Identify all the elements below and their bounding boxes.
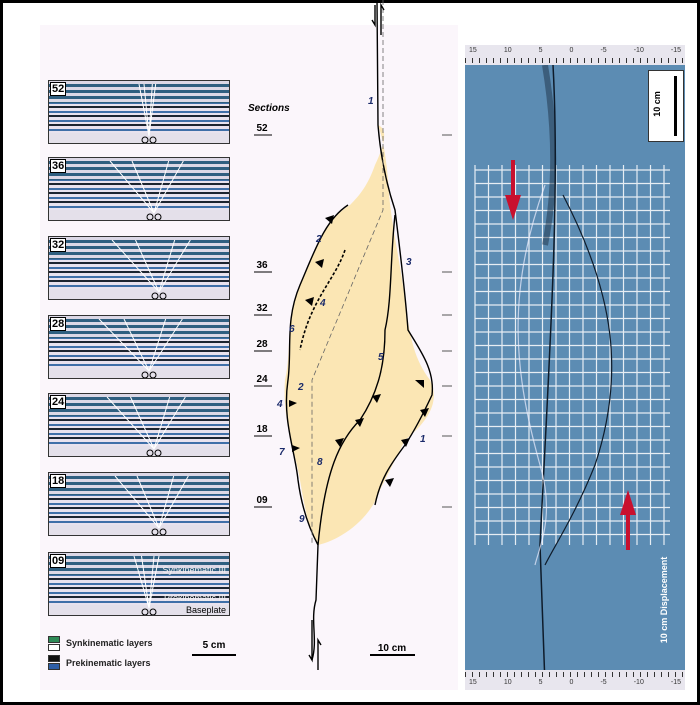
fault-label: 9 [299, 514, 305, 525]
synkinematic-layers [49, 473, 229, 495]
photo-overlay [474, 64, 670, 686]
fault-traces [133, 555, 160, 615]
baseplate [49, 368, 229, 378]
synkinematic-layers [49, 553, 229, 575]
cross-section-24: 24 [48, 393, 230, 457]
baseplate [49, 210, 229, 220]
thrust-triangles [289, 215, 429, 487]
experiment-photo: 15 10 5 0 -5 -10 -15 15 10 5 0 -5 -10 -15 10 cm 10 c… [465, 45, 685, 690]
fault-map-diagram: 1 2 3 4 5 6 2 4 7 8 1 9 Sections 52 36 32 2… [248, 0, 452, 670]
fault-label: 8 [317, 457, 323, 468]
legend-swatch-synkinematic-green [48, 636, 60, 643]
ruler-tick-label: -5 [600, 47, 607, 54]
fault-traces [138, 83, 157, 143]
baseplate [49, 605, 229, 615]
fault-traces [109, 160, 184, 220]
fault-label: 6 [289, 324, 295, 335]
red-displacement-arrows [505, 160, 636, 550]
ruler-tick-label: 15 [469, 47, 477, 54]
synkinematic-layers [49, 316, 229, 338]
section-number: 36 [50, 159, 67, 173]
synkinematic-layers [49, 81, 229, 103]
ruler-tick-label: 5 [538, 679, 543, 686]
photo-scale-box: 10 cm [648, 70, 684, 142]
baseplate [49, 525, 229, 535]
ruler-bottom: 15 10 5 0 -5 -10 -15 [465, 670, 685, 690]
fault-label: 2 [297, 382, 304, 393]
cross-section-28: 28 [48, 315, 230, 379]
fault-label: 1 [368, 96, 374, 107]
cross-section-36: 36 [48, 157, 230, 221]
ruler-tick-label: -15 [670, 679, 681, 686]
photo-scale-label: 10 cm [652, 91, 662, 117]
section-number: 18 [50, 474, 67, 488]
deformation-zone [284, 125, 434, 545]
photo-scale-bar [674, 76, 677, 136]
synkinematic-label: Synkinematic III [162, 565, 226, 575]
fault-label: 3 [406, 257, 412, 268]
section-scale-bar: 5 cm [192, 640, 236, 667]
grid-lines [474, 165, 670, 545]
strike-slip-arrows [308, 2, 385, 670]
map-scale-label: 10 cm [378, 643, 406, 654]
fault-traces [106, 396, 186, 456]
fault-label: 4 [319, 298, 326, 309]
fault-label: 7 [279, 447, 285, 458]
ruler-tick-label: -10 [633, 679, 644, 686]
cross-section-52: 52 [48, 80, 230, 144]
prekinematic-label: Prekinematic III [163, 593, 226, 603]
legend-swatch-prekinematic-blue [48, 663, 60, 670]
displacement-label: 10 cm Displacement [659, 556, 669, 644]
ruler-tick-label: 10 [503, 679, 512, 686]
fault-label: 4 [276, 399, 283, 410]
ruler-tick-label: 5 [538, 47, 543, 54]
fault-traces [111, 239, 191, 299]
legend-swatch-synkinematic-white [48, 644, 60, 651]
section-scale-label: 5 cm [202, 640, 226, 651]
ruler-tick-label: -5 [600, 679, 607, 686]
sections-title: Sections [248, 103, 290, 114]
section-label: 09 [256, 495, 268, 506]
fault-label: 2 [315, 234, 322, 245]
legend-label-synkinematic: Synkinematic layers [66, 638, 153, 648]
cross-section-09: 09 Synkinematic III Prekinematic III Basepl… [48, 552, 230, 616]
baseplate [49, 133, 229, 143]
section-number: 28 [50, 317, 67, 331]
displacement-label-box: 10 cm Displacement [653, 545, 671, 663]
section-number: 32 [50, 238, 67, 252]
ruler-tick-label: 10 [503, 47, 512, 54]
legend-swatch-prekinematic-black [48, 655, 60, 662]
section-number: 09 [50, 554, 67, 568]
ruler-tick-label: -10 [633, 47, 644, 54]
fault-label: 5 [378, 352, 384, 363]
synkinematic-layers [49, 158, 229, 180]
section-label: 36 [256, 260, 268, 271]
section-label: 28 [256, 339, 268, 350]
cross-section-32: 32 [48, 236, 230, 300]
fault-traces [114, 475, 189, 535]
baseplate [49, 446, 229, 456]
ruler-tick-label: 15 [469, 679, 477, 686]
legend-label-prekinematic: Prekinematic layers [66, 658, 151, 668]
ruler-tick-label: 0 [569, 679, 574, 686]
section-number: 24 [50, 395, 67, 409]
section-label: 24 [256, 374, 268, 385]
ruler-top: 15 10 5 0 -5 -10 -15 [465, 45, 685, 65]
cross-section-18: 18 [48, 472, 230, 536]
baseplate-label: Baseplate [185, 605, 226, 615]
fault-traces [98, 318, 183, 378]
section-label: 32 [256, 303, 268, 314]
baseplate [49, 289, 229, 299]
fault-label: 1 [420, 434, 426, 445]
section-label: 52 [256, 123, 268, 134]
ruler-tick-label: 0 [569, 47, 574, 54]
section-label: 18 [256, 424, 268, 435]
section-number: 52 [50, 82, 67, 96]
ruler-tick-label: -15 [670, 47, 681, 54]
